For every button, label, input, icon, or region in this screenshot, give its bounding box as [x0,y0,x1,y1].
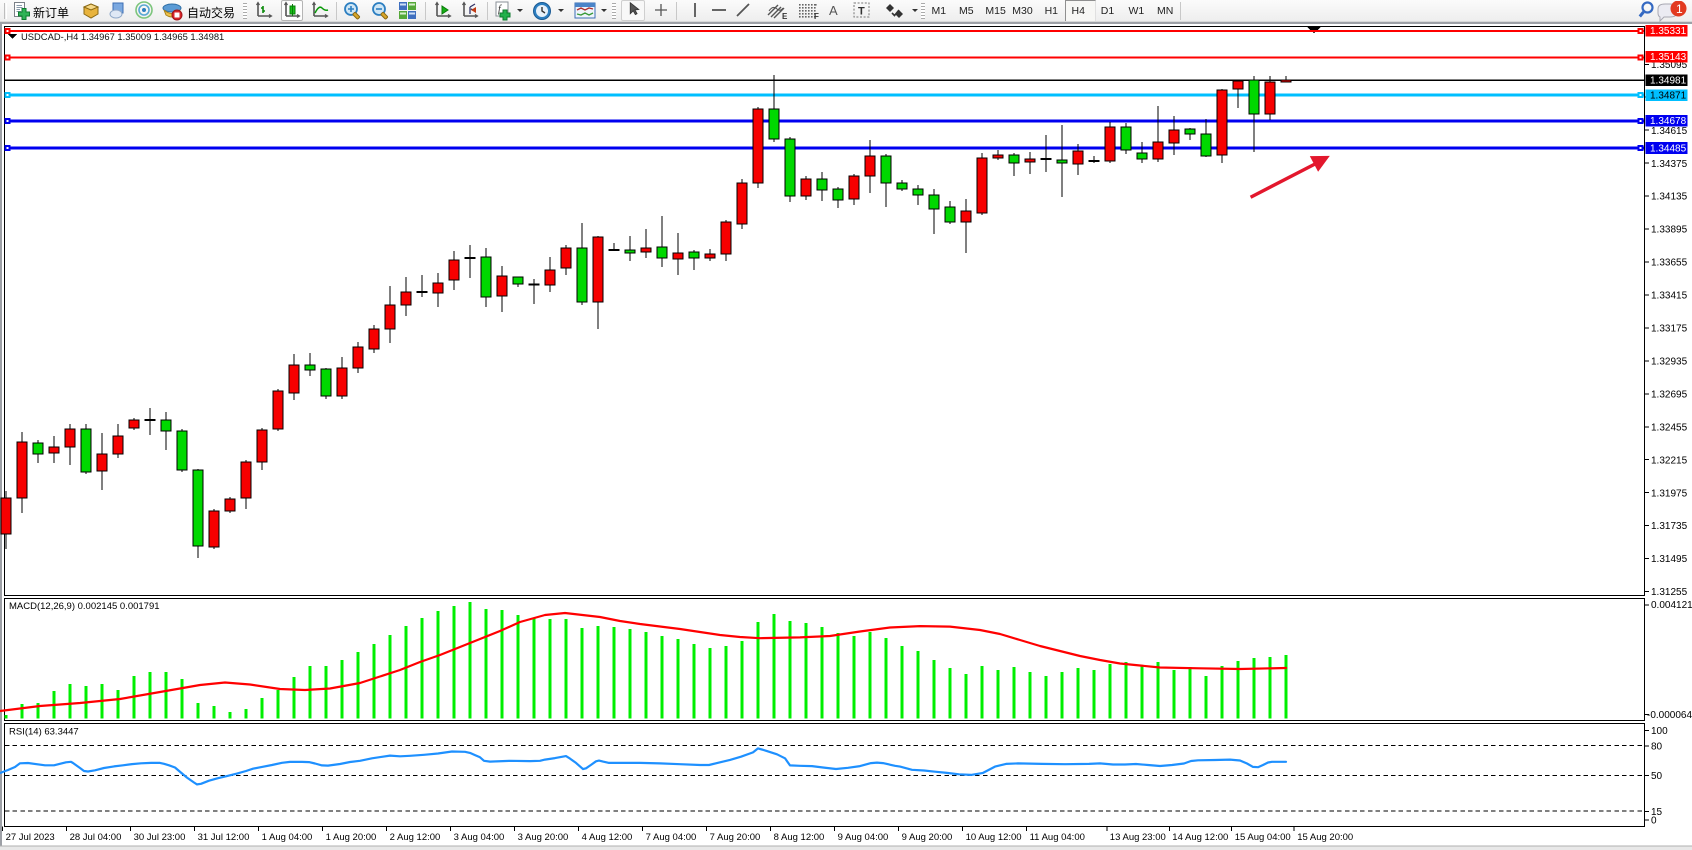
svg-text:1.34615: 1.34615 [1651,126,1688,137]
svg-text:1.31735: 1.31735 [1651,521,1688,532]
svg-text:28 Jul 04:00: 28 Jul 04:00 [70,832,122,843]
svg-text:3 Aug 04:00: 3 Aug 04:00 [454,832,505,843]
svg-text:USDCAD-,H4 1.34967 1.35009 1.: USDCAD-,H4 1.34967 1.35009 1.34965 1.349… [21,31,224,42]
svg-text:1.31255: 1.31255 [1651,587,1688,598]
svg-text:4 Aug 12:00: 4 Aug 12:00 [582,832,633,843]
svg-text:RSI(14) 63.3447: RSI(14) 63.3447 [9,727,79,738]
svg-text:1.32215: 1.32215 [1651,455,1688,466]
svg-text:1.35095: 1.35095 [1651,60,1688,71]
svg-text:MACD(12,26,9) 0.002145 0.00179: MACD(12,26,9) 0.002145 0.001791 [9,601,160,612]
svg-text:2 Aug 12:00: 2 Aug 12:00 [390,832,441,843]
svg-text:f: f [498,4,502,15]
svg-text:1 Aug 04:00: 1 Aug 04:00 [262,832,313,843]
svg-text:14 Aug 12:00: 14 Aug 12:00 [1172,832,1228,843]
svg-text:9 Aug 20:00: 9 Aug 20:00 [902,832,953,843]
svg-text:1.34678: 1.34678 [1650,116,1687,127]
svg-text:1.32935: 1.32935 [1651,357,1688,368]
svg-text:F: F [814,12,819,21]
svg-text:13 Aug 23:00: 13 Aug 23:00 [1110,832,1166,843]
svg-text:15 Aug 04:00: 15 Aug 04:00 [1235,832,1291,843]
svg-text:27 Jul 2023: 27 Jul 2023 [6,832,55,843]
svg-text:31 Jul 12:00: 31 Jul 12:00 [198,832,250,843]
svg-text:-0.000064: -0.000064 [1647,710,1692,721]
svg-text:7 Aug 04:00: 7 Aug 04:00 [646,832,697,843]
svg-text:10 Aug 12:00: 10 Aug 12:00 [966,832,1022,843]
svg-text:11 Aug 04:00: 11 Aug 04:00 [1030,832,1085,843]
svg-text:E: E [782,12,788,21]
svg-text:1.34871: 1.34871 [1650,91,1687,102]
svg-text:1.31975: 1.31975 [1651,488,1688,499]
svg-text:1.35331: 1.35331 [1650,26,1687,37]
svg-text:9 Aug 04:00: 9 Aug 04:00 [838,832,889,843]
svg-text:1.33655: 1.33655 [1651,258,1688,269]
svg-text:1.34485: 1.34485 [1650,143,1687,154]
svg-text:T: T [858,6,865,18]
svg-text:3 Aug 20:00: 3 Aug 20:00 [518,832,569,843]
svg-text:8 Aug 12:00: 8 Aug 12:00 [774,832,825,843]
svg-text:100: 100 [1651,726,1668,737]
svg-text:7 Aug 20:00: 7 Aug 20:00 [710,832,761,843]
svg-text:0.004121: 0.004121 [1651,600,1692,611]
svg-text:1.33415: 1.33415 [1651,291,1688,302]
svg-text:15 Aug 20:00: 15 Aug 20:00 [1297,832,1353,843]
svg-text:30 Jul 23:00: 30 Jul 23:00 [134,832,186,843]
svg-text:1.34981: 1.34981 [1650,76,1687,87]
svg-text:0: 0 [1651,815,1657,826]
svg-text:1.31495: 1.31495 [1651,554,1688,565]
svg-text:1 Aug 20:00: 1 Aug 20:00 [326,832,377,843]
svg-text:1.34375: 1.34375 [1651,159,1688,170]
svg-text:80: 80 [1651,742,1663,753]
svg-text:1.33895: 1.33895 [1651,225,1688,236]
svg-text:15: 15 [1651,807,1663,818]
svg-text:50: 50 [1651,771,1663,782]
svg-text:1.33175: 1.33175 [1651,324,1688,335]
svg-text:1: 1 [1676,2,1683,16]
svg-text:1.35143: 1.35143 [1650,52,1687,63]
svg-text:1.32455: 1.32455 [1651,422,1688,433]
svg-text:1.32695: 1.32695 [1651,389,1688,400]
svg-text:1.34135: 1.34135 [1651,192,1688,203]
